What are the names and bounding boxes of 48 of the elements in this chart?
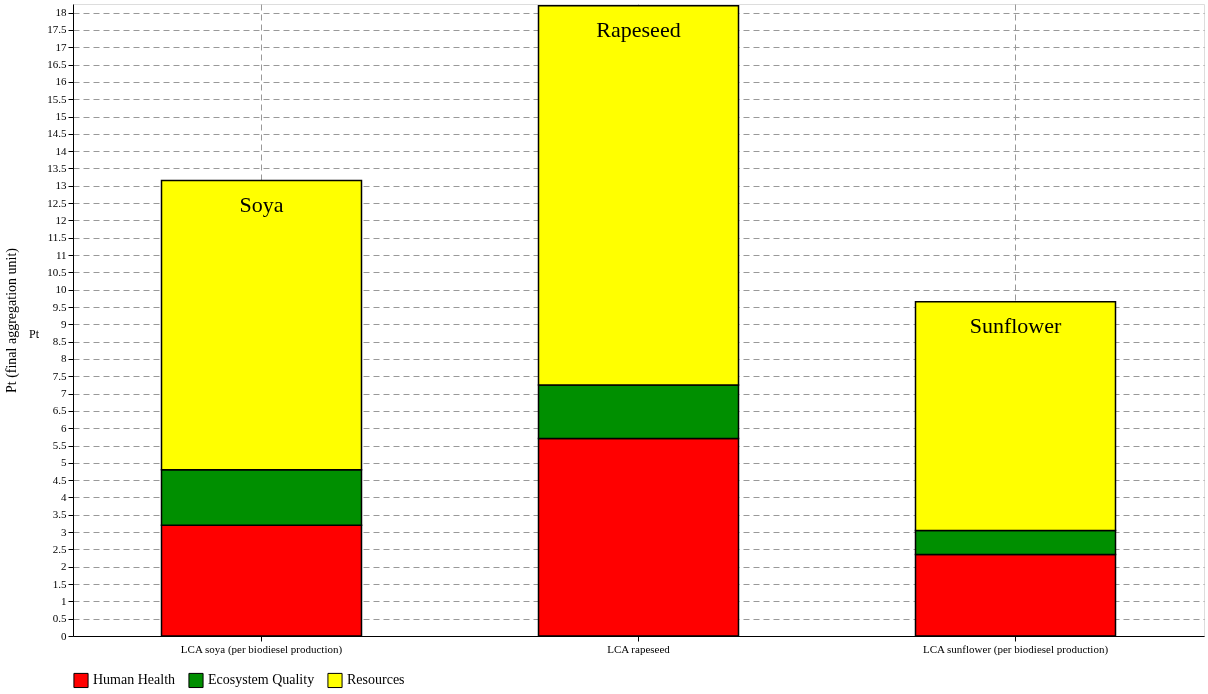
y-tick-label: 6	[61, 421, 67, 434]
y-tick-label: 1	[61, 594, 67, 607]
annotation: Sunflower	[969, 312, 1062, 338]
y-tick-label: 4	[61, 490, 67, 503]
y-tick-label: 13.5	[47, 161, 67, 174]
y-tick-label: 14	[55, 144, 67, 157]
y-tick-label: 3.5	[52, 508, 67, 521]
x-tick-label: LCA soya (per biodiesel production)	[180, 642, 343, 656]
y-tick-label: 7.5	[52, 369, 67, 382]
y-tick-label: 11.5	[47, 231, 67, 244]
y-tick-label: 8.5	[52, 335, 67, 348]
y-tick-label: 16.5	[47, 58, 67, 71]
y-tick-label: 3	[61, 525, 67, 538]
y-tick-label: 9	[61, 317, 67, 330]
y-tick-label: 0.5	[52, 612, 67, 625]
y-tick-label: 17.5	[47, 23, 67, 36]
y-tick-label: 15.5	[47, 92, 67, 105]
y-tick-label: 2.5	[52, 542, 67, 555]
y-tick-label: 5.5	[52, 439, 67, 452]
annotation: Rapeseed	[596, 16, 681, 42]
y-tick-label: 15	[55, 110, 67, 123]
y-tick-label: 5	[61, 456, 67, 469]
y-tick-label: 10.5	[47, 265, 67, 278]
y-tick-label: 14.5	[47, 127, 67, 140]
legend-label: Ecosystem Quality	[208, 672, 315, 688]
y-tick-label: 8	[61, 352, 67, 365]
legend-label: Resources	[347, 672, 405, 688]
y-tick-label: 10	[55, 283, 67, 296]
y-tick-label: 16	[55, 75, 67, 88]
x-tick-label: LCA rapeseed	[607, 642, 671, 655]
y-tick-label: 12	[55, 213, 67, 226]
y-tick-label: 13	[55, 179, 67, 192]
y-tick-label: 17	[55, 40, 67, 53]
y-tick-label: 11	[55, 248, 67, 261]
y-tick-label: 2	[61, 560, 67, 573]
y-tick-label: 18	[55, 6, 67, 19]
y-tick-label: 6.5	[52, 404, 67, 417]
y-tick-label: 0	[61, 629, 67, 642]
y-tick-label: 1.5	[52, 577, 67, 590]
annotation: Soya	[239, 191, 284, 217]
y-axis-title: Pt (final aggregation unit)	[4, 247, 21, 394]
y-tick-label: 7	[61, 387, 67, 400]
y-tick-label: 12.5	[47, 196, 67, 209]
x-tick-label: LCA sunflower (per biodiesel production)	[922, 642, 1109, 656]
text: Pt	[28, 327, 40, 341]
y-tick-label: 4.5	[52, 473, 67, 486]
y-tick-label: 9.5	[52, 300, 67, 313]
legend-label: Human Health	[93, 672, 176, 688]
